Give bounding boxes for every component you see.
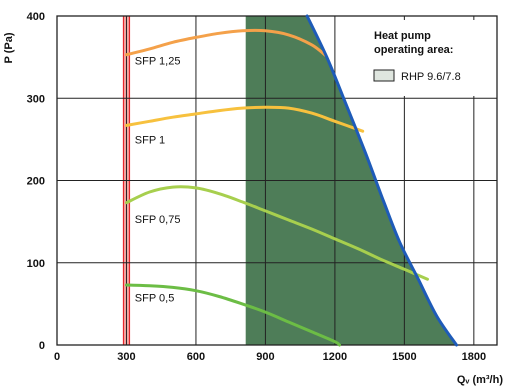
x-axis-label: Qᵥ (m³/h) xyxy=(457,374,503,386)
curve-labels-layer: SFP 1,25 SFP 1 SFP 0,75 SFP 0,5 xyxy=(135,55,181,304)
x-tick-label: 1500 xyxy=(392,351,416,363)
y-tick-label: 400 xyxy=(27,11,45,23)
y-tick-label: 300 xyxy=(27,93,45,105)
series-line xyxy=(125,105,365,133)
y-tick-label: 0 xyxy=(39,340,45,352)
max-curve-line xyxy=(305,14,458,347)
x-tick-label: 1200 xyxy=(323,351,347,363)
ticks-layer: 0 300 600 900 1200 1500 1800 0 100 200 300 400 xyxy=(27,11,486,363)
legend-entry-label: RHP 9.6/7.8 xyxy=(401,71,461,83)
series-line xyxy=(125,283,341,347)
x-tick-label: 600 xyxy=(187,351,205,363)
series-label: SFP 0,5 xyxy=(135,292,175,304)
y-tick-label: 200 xyxy=(27,176,45,188)
x-tick-label: 0 xyxy=(54,351,60,363)
x-tick-label: 300 xyxy=(117,351,135,363)
plot-frame xyxy=(56,15,498,346)
x-tick-label: 900 xyxy=(256,351,274,363)
y-tick-label: 100 xyxy=(27,258,45,270)
legend-title: Heat pump xyxy=(374,30,431,42)
max-curve-layer xyxy=(305,14,458,347)
legend-box xyxy=(362,20,496,96)
series-line xyxy=(125,185,429,281)
series-line xyxy=(125,28,328,57)
curves-layer xyxy=(125,28,429,347)
y-axis-label: P (Pa) xyxy=(3,32,15,63)
series-label: SFP 0,75 xyxy=(135,214,181,226)
series-label: SFP 1 xyxy=(135,134,165,146)
legend-swatch xyxy=(373,69,395,82)
legend-title: operating area: xyxy=(374,44,453,56)
series-label: SFP 1,25 xyxy=(135,55,181,67)
legend: Heat pump operating area: RHP 9.6/7.8 xyxy=(362,20,496,96)
x-tick-label: 1800 xyxy=(462,351,486,363)
